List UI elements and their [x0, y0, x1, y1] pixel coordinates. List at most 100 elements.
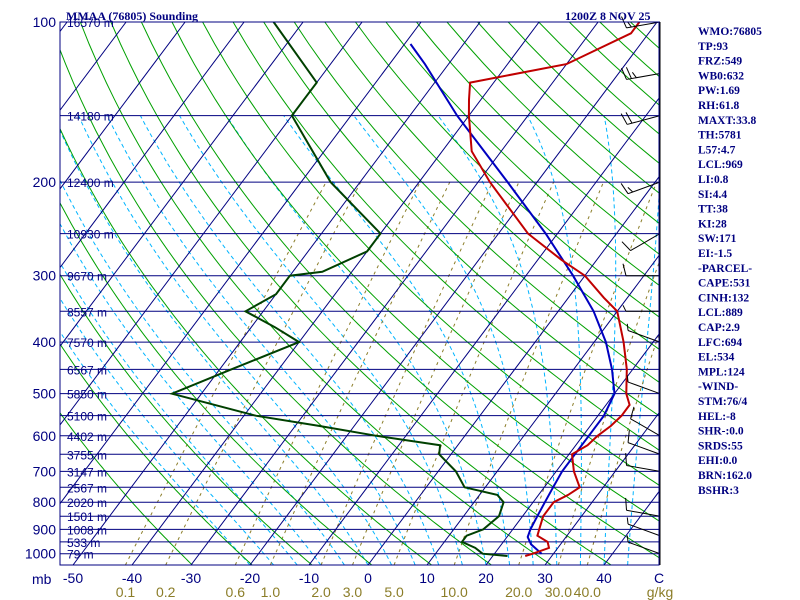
wind-barb [626, 323, 661, 343]
wind-barb [621, 67, 661, 80]
stability-index-item: HEL:-8 [698, 411, 736, 423]
isotherm-line [190, 22, 599, 565]
wind-barb-staff [627, 523, 661, 537]
plot-frame [59, 21, 660, 566]
wind-barb [621, 233, 661, 252]
stability-index-item: SHR-:0.0 [698, 426, 744, 438]
height-label: 1008 m [67, 523, 107, 537]
wind-barb-feather [626, 375, 629, 383]
wind-barb [626, 375, 661, 395]
stability-index-item: TT:38 [698, 204, 728, 216]
wind-barb-feather [625, 453, 628, 466]
pressure-tick-label: 800 [33, 494, 57, 510]
wind-barb-feather [625, 497, 628, 511]
mixing-ratio-tick-label: g/kg [647, 584, 673, 600]
stability-index-item: CAP:2.9 [698, 322, 740, 334]
wind-barb-feather [631, 72, 637, 78]
stability-index-item: WMO:76805 [698, 26, 762, 38]
height-label: 1501 m [67, 510, 107, 524]
wind-barb-feather [621, 67, 627, 80]
stability-index-item: TP:93 [698, 41, 728, 53]
wind-barb-staff [627, 181, 661, 195]
wind-barb [622, 305, 660, 312]
temperature-tick-label: 10 [419, 570, 435, 586]
stability-index-item: SRDS:55 [698, 440, 743, 452]
stability-index-item: LFC:694 [698, 337, 742, 349]
pressure-tick-label: 700 [33, 463, 57, 479]
height-label: 16570 m [67, 16, 114, 30]
temperature-tick-label: -30 [181, 570, 201, 586]
stability-index-item: FRZ:549 [698, 56, 742, 68]
dry-adiabat-lines [60, 22, 659, 565]
pressure-tick-label: 200 [33, 174, 57, 190]
pressure-tick-label: 100 [33, 14, 57, 30]
wind-barb-feather [622, 263, 627, 276]
wind-barb-feather [627, 187, 634, 193]
isotherm-line [60, 22, 422, 505]
wind-barb-staff [627, 541, 661, 555]
dry-adiabat-line [79, 22, 552, 565]
wind-barb-feather [625, 67, 632, 79]
isotherm-line [60, 22, 245, 269]
pressure-tick-label: 600 [33, 428, 57, 444]
wind-barb-staff [626, 509, 661, 517]
stability-index-item: PW:1.69 [698, 85, 740, 97]
mixing-ratio-line [320, 181, 493, 565]
stability-index-item: LI:0.8 [698, 174, 729, 186]
isotherm-line [131, 22, 540, 565]
mixing-ratio-line [124, 181, 327, 565]
wind-barb-feather [620, 183, 629, 194]
dry-adiabat-line [416, 22, 659, 255]
wind-barbs [620, 16, 661, 565]
mixing-ratio-tick-label: 30.0 [545, 584, 572, 600]
height-label: 2020 m [67, 496, 107, 510]
dry-adiabat-line [60, 127, 432, 565]
stability-index-item: STM:76/4 [698, 396, 747, 408]
wind-barb-staff [627, 330, 661, 343]
height-label: 533 m [67, 536, 100, 550]
wind-barb [627, 430, 661, 455]
wind-barb [620, 181, 661, 195]
dry-adiabat-line [232, 22, 659, 451]
wind-barb-feather [626, 323, 629, 331]
mixing-ratio-tick-label: 0.2 [156, 584, 176, 600]
temperature-tick-label: 20 [478, 570, 494, 586]
temperature-tick-label: 0 [364, 570, 372, 586]
wind-barb-feather [630, 406, 635, 419]
temperature-tick-label: C [654, 570, 664, 586]
wind-barb-staff [626, 73, 661, 80]
mixing-ratio-tick-label: 3.0 [343, 584, 363, 600]
mixing-ratio-tick-label: 1.0 [261, 584, 281, 600]
pressure-tick-label: 300 [33, 268, 57, 284]
temperature-axis-labels: -50 -40 -30 -20 -10 0 10 20 30 40 C [63, 570, 664, 586]
mixing-ratio-labels: 0.1 0.2 0.6 1.0 2.0 3.0 5.0 10.0 20.0 30.0 40.0 g/k… [116, 584, 674, 600]
dry-adiabat-line [60, 343, 253, 565]
isotherm-line [60, 22, 186, 190]
stability-index-item: LCL:969 [698, 159, 743, 171]
pressure-tick-label: 400 [33, 334, 57, 350]
stability-index-item: -WIND- [698, 381, 738, 393]
stability-index-item: RH:61.8 [698, 100, 739, 112]
height-label: 8557 m [67, 305, 107, 319]
isotherm-line [485, 333, 659, 565]
mixing-ratio-line [269, 181, 451, 565]
stability-index-item: EL:534 [698, 352, 735, 364]
wind-barb [620, 112, 661, 125]
stability-index-item: LCL:889 [698, 307, 743, 319]
mixing-ratio-tick-label: 40.0 [574, 584, 601, 600]
chart-datetime: 1200Z 8 NOV 25 [565, 9, 650, 23]
wind-barb-feather [621, 241, 631, 251]
sounding-profiles [168, 22, 641, 557]
chart-title: MMAA (76805) Sounding [66, 9, 198, 23]
wind-barb-feather [622, 305, 627, 312]
wind-barb [625, 453, 661, 472]
height-label: 5100 m [67, 410, 107, 424]
stability-index-item: SI:4.4 [698, 189, 727, 201]
height-label: 6567 m [67, 363, 107, 377]
stability-index-item: TH:5781 [698, 130, 742, 142]
dry-adiabat-line [263, 22, 659, 417]
dry-adiabat-line [385, 22, 659, 286]
mixing-ratio-tick-label: 10.0 [441, 584, 468, 600]
